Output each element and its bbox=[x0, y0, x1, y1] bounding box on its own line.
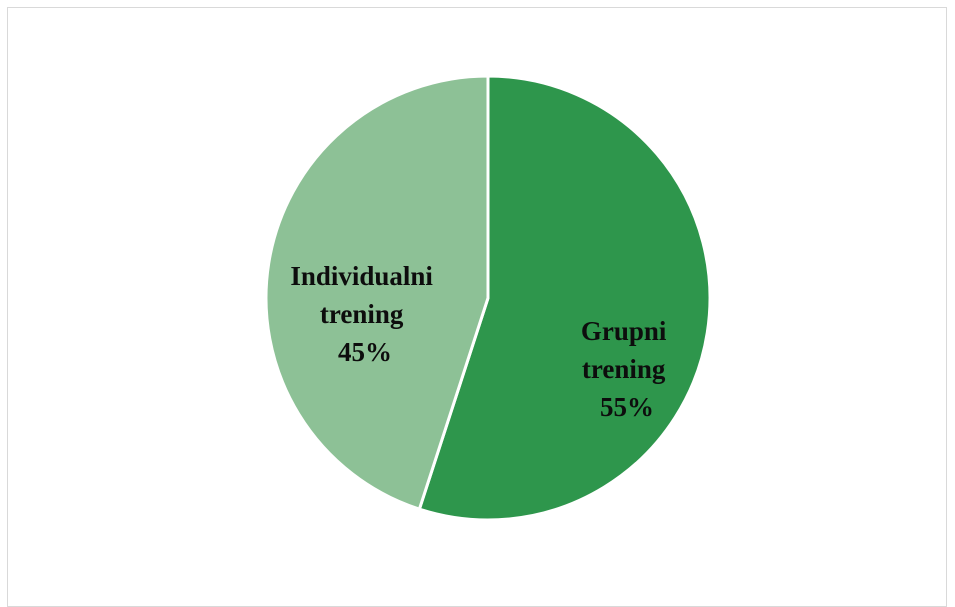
pie-labels: Grupni trening 55% Individualni trening … bbox=[290, 261, 673, 422]
slice-label-individualni: Individualni trening 45% bbox=[290, 261, 439, 367]
slice-label-individualni-line1: Individualni bbox=[290, 261, 433, 291]
pie-slices bbox=[264, 74, 712, 522]
slice-label-individualni-line2: trening bbox=[320, 299, 404, 329]
slice-grupni bbox=[417, 74, 712, 522]
slice-label-grupni-line1: Grupni bbox=[581, 316, 667, 346]
slice-label-grupni: Grupni trening 55% bbox=[581, 316, 673, 422]
slice-label-grupni-line2: trening bbox=[582, 354, 666, 384]
slice-value-individualni: 45% bbox=[338, 337, 392, 367]
slice-value-grupni: 55% bbox=[600, 392, 654, 422]
pie-chart: Grupni trening 55% Individualni trening … bbox=[264, 74, 712, 522]
slice-individualni bbox=[264, 74, 490, 511]
